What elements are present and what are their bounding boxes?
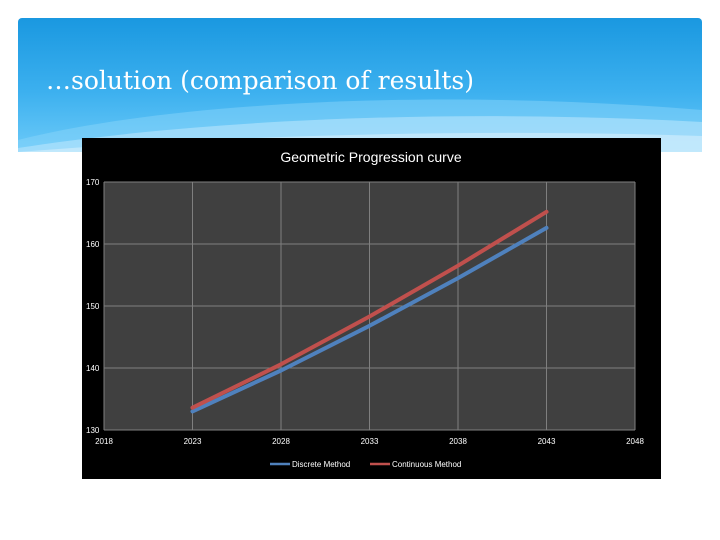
x-tick-label: 2018 (95, 437, 113, 446)
y-tick-label: 170 (86, 178, 100, 187)
plot-area: 2018 2023 2028 2033 2038 2043 2048 130 140 150 160… (86, 178, 644, 446)
line-chart: Geometric Progression curve 2018 2023 2028… (86, 149, 644, 469)
slide-title: …solution (comparison of results) (46, 66, 474, 95)
slide-header-banner: …solution (comparison of results) (18, 18, 702, 152)
x-tick-label: 2043 (538, 437, 556, 446)
y-tick-label: 140 (86, 364, 100, 373)
x-tick-label: 2033 (361, 437, 379, 446)
x-tick-label: 2048 (626, 437, 644, 446)
series-line-discrete-method (190, 225, 549, 414)
legend-label-discrete-method: Discrete Method (292, 460, 350, 469)
x-tick-label: 2038 (449, 437, 467, 446)
chart-panel: Geometric Progression curve 2018 2023 2028… (82, 138, 661, 479)
y-tick-label: 150 (86, 302, 100, 311)
series-line-continuous-method (190, 209, 549, 410)
chart-title: Geometric Progression curve (280, 149, 462, 165)
legend-label-continuous-method: Continuous Method (392, 460, 461, 469)
chart-legend: Discrete Method Continuous Method (270, 460, 461, 469)
y-tick-label: 130 (86, 426, 100, 435)
x-tick-label: 2028 (272, 437, 290, 446)
y-tick-label: 160 (86, 240, 100, 249)
x-tick-label: 2023 (184, 437, 202, 446)
